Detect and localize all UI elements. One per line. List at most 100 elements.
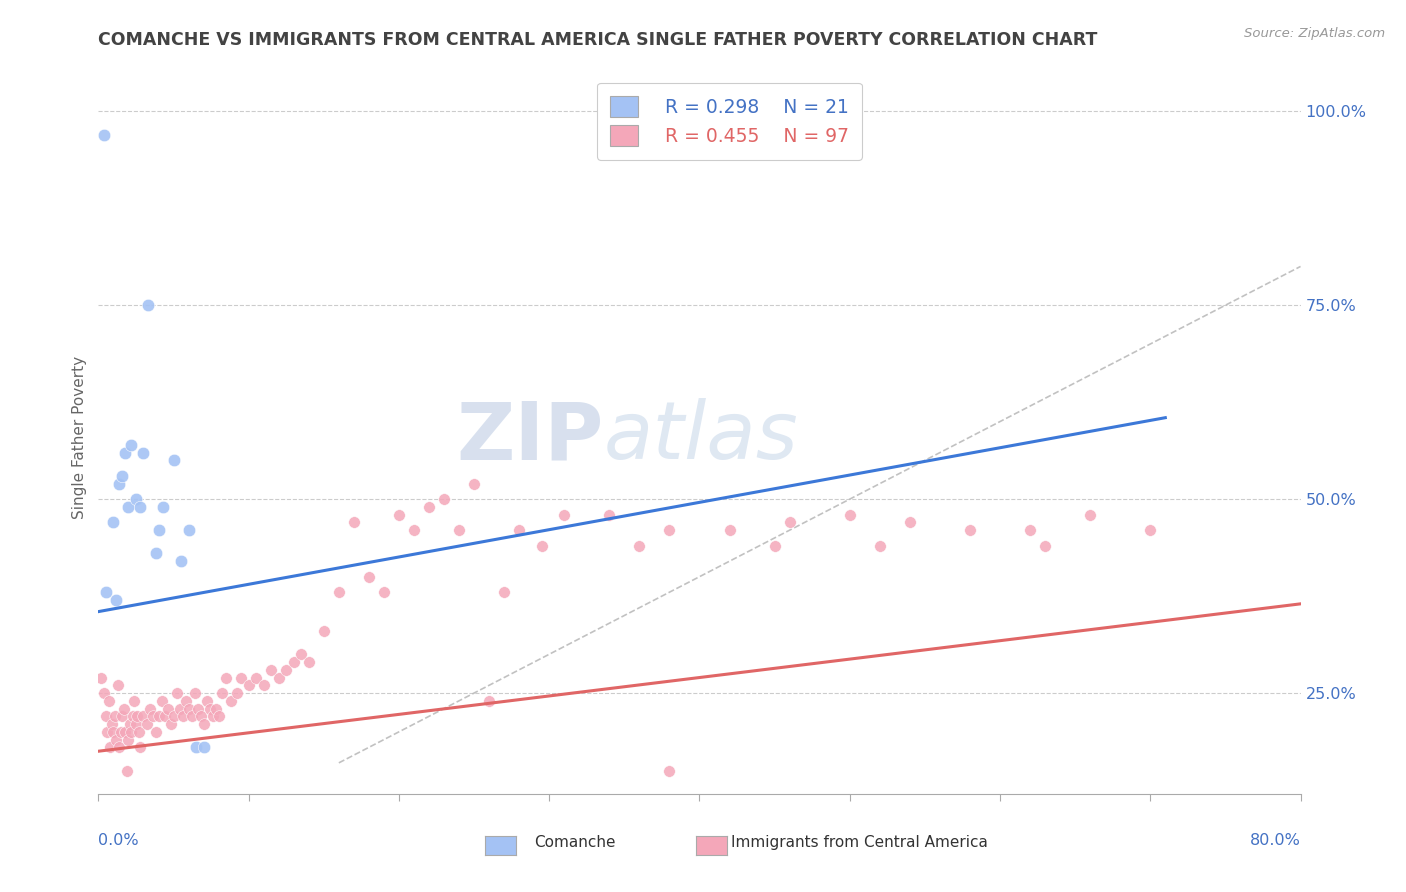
Point: [1078, 508, 1101, 522]
Point: [112, 701, 135, 715]
Point: [343, 516, 366, 530]
Point: [105, 732, 128, 747]
Point: [110, 724, 132, 739]
Point: [598, 508, 620, 522]
Point: [433, 492, 456, 507]
Point: [177, 701, 200, 715]
Point: [97, 694, 120, 708]
Point: [838, 508, 860, 522]
Point: [219, 694, 242, 708]
Point: [402, 523, 425, 537]
Point: [658, 764, 681, 778]
Point: [138, 701, 160, 715]
Point: [1033, 539, 1056, 553]
Point: [267, 671, 290, 685]
Point: [162, 709, 184, 723]
Point: [187, 701, 209, 715]
Point: [177, 523, 200, 537]
Point: [1019, 523, 1042, 537]
Point: [388, 508, 411, 522]
Point: [136, 298, 159, 312]
Point: [159, 717, 181, 731]
Point: [208, 709, 231, 723]
Point: [174, 694, 197, 708]
Point: [153, 709, 176, 723]
Point: [172, 709, 194, 723]
Text: atlas: atlas: [603, 398, 799, 476]
Point: [114, 445, 136, 459]
Point: [125, 492, 148, 507]
Point: [245, 671, 267, 685]
Point: [111, 468, 134, 483]
Point: [128, 724, 150, 739]
Point: [152, 500, 174, 514]
Point: [312, 624, 335, 638]
Point: [122, 709, 145, 723]
Point: [253, 678, 276, 692]
Point: [530, 539, 553, 553]
Point: [180, 709, 202, 723]
Point: [298, 655, 321, 669]
Text: 80.0%: 80.0%: [1250, 833, 1301, 848]
Point: [763, 539, 786, 553]
Point: [121, 438, 143, 452]
Point: [114, 724, 136, 739]
Point: [183, 686, 205, 700]
Point: [170, 554, 193, 568]
Text: 0.0%: 0.0%: [98, 833, 139, 848]
Point: [211, 686, 233, 700]
Point: [108, 476, 131, 491]
Point: [127, 709, 149, 723]
Point: [328, 585, 350, 599]
Point: [201, 709, 224, 723]
Point: [156, 701, 179, 715]
Point: [447, 523, 470, 537]
Point: [135, 717, 157, 731]
Point: [231, 671, 253, 685]
Point: [869, 539, 891, 553]
Text: Immigrants from Central America: Immigrants from Central America: [731, 836, 988, 850]
Point: [290, 647, 312, 661]
Point: [150, 694, 173, 708]
Point: [108, 740, 131, 755]
Point: [100, 740, 122, 755]
Point: [115, 764, 138, 778]
Point: [373, 585, 395, 599]
Point: [658, 523, 681, 537]
Point: [283, 655, 305, 669]
Point: [508, 523, 530, 537]
Point: [107, 678, 129, 692]
Point: [628, 539, 651, 553]
Point: [117, 500, 139, 514]
Point: [145, 724, 167, 739]
Point: [225, 686, 247, 700]
Point: [94, 585, 117, 599]
Point: [215, 671, 238, 685]
Point: [779, 516, 801, 530]
Point: [111, 709, 134, 723]
Text: Source: ZipAtlas.com: Source: ZipAtlas.com: [1244, 27, 1385, 40]
Point: [103, 724, 125, 739]
Point: [190, 709, 212, 723]
Point: [959, 523, 981, 537]
Point: [96, 724, 118, 739]
Point: [93, 686, 115, 700]
Point: [124, 694, 146, 708]
Text: Comanche: Comanche: [534, 836, 616, 850]
Point: [145, 546, 167, 560]
Point: [238, 678, 260, 692]
Point: [718, 523, 741, 537]
Point: [148, 709, 170, 723]
Point: [132, 445, 155, 459]
Point: [104, 709, 127, 723]
Point: [260, 663, 283, 677]
Point: [125, 717, 148, 731]
Point: [193, 717, 215, 731]
Point: [141, 709, 163, 723]
Point: [162, 453, 184, 467]
Point: [198, 701, 221, 715]
Point: [129, 500, 152, 514]
Point: [357, 570, 380, 584]
Point: [553, 508, 575, 522]
Point: [132, 709, 155, 723]
